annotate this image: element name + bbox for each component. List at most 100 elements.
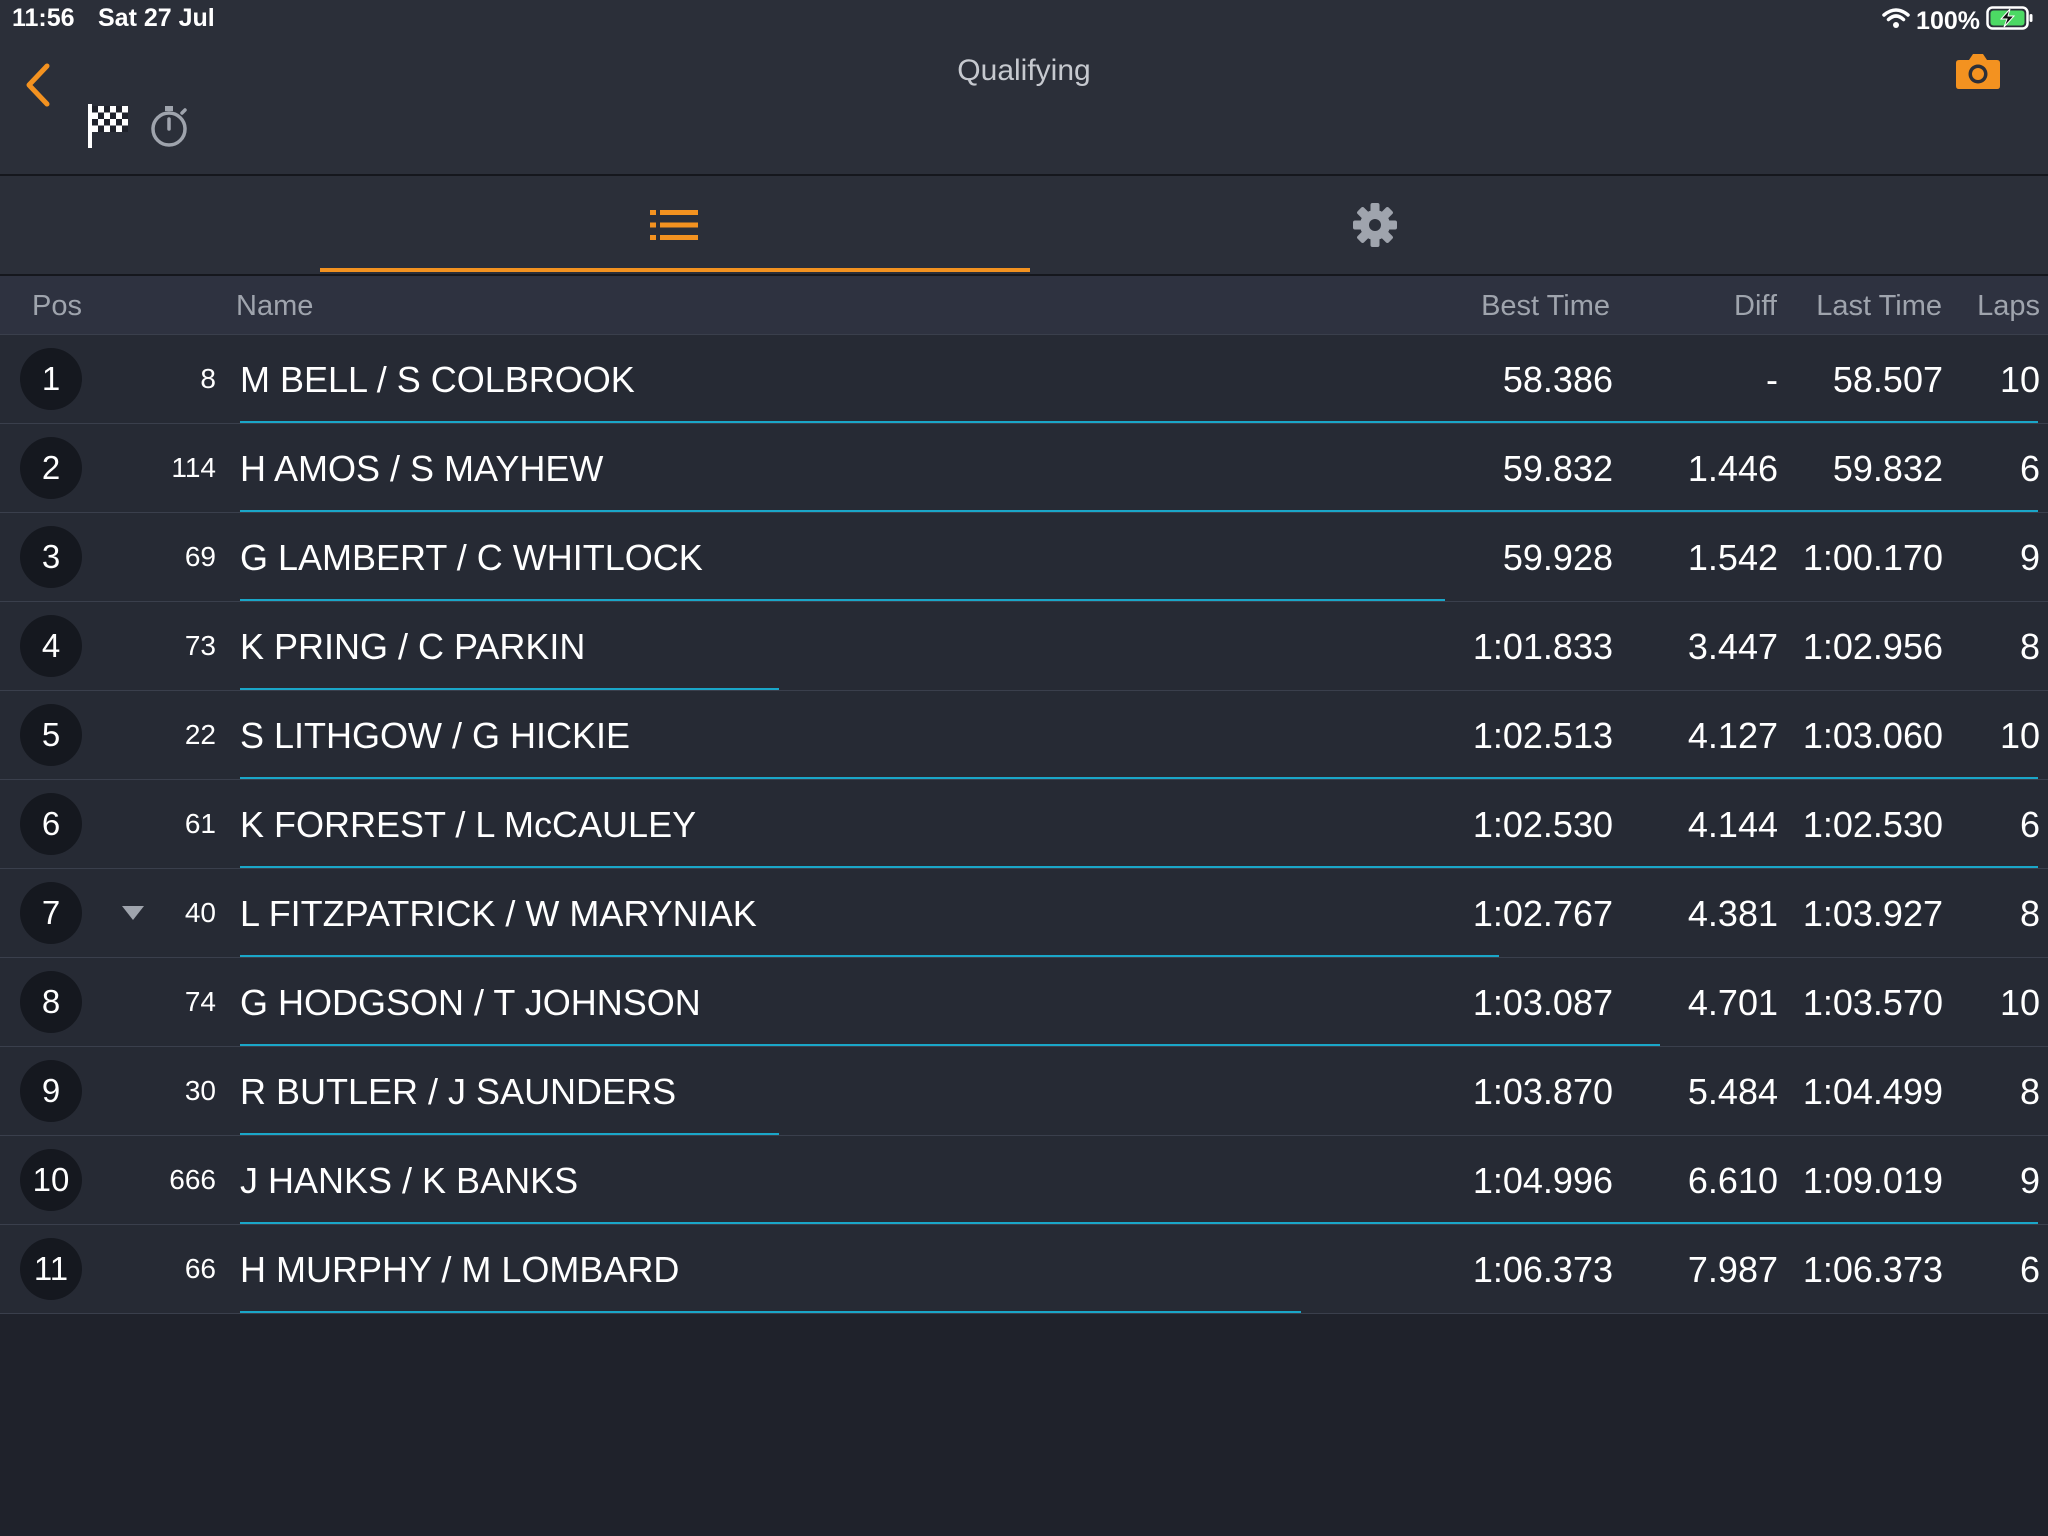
diff-cell: -: [1766, 359, 1778, 400]
column-header-pos[interactable]: Pos: [32, 290, 82, 322]
status-right: 100%: [1882, 4, 2034, 38]
lap-progress-bar: [240, 421, 2038, 423]
table-row[interactable]: 1 8 M BELL / S COLBROOK 58.386 - 58.507 10: [0, 335, 2048, 424]
table-row[interactable]: 8 74 G HODGSON / T JOHNSON 1:03.087 4.701 1:0…: [0, 958, 2048, 1047]
driver-names: L FITZPATRICK / W MARYNIAK: [240, 893, 757, 934]
table-row[interactable]: 10 666 J HANKS / K BANKS 1:04.996 6.610 1:09.…: [0, 1136, 2048, 1225]
driver-names: M BELL / S COLBROOK: [240, 359, 635, 400]
lap-progress-bar: [240, 510, 2038, 512]
laps-cell: 8: [2019, 893, 2040, 934]
camera-icon: [1956, 54, 2000, 89]
car-number: 114: [171, 452, 216, 483]
position-badge: 3: [20, 526, 82, 588]
tab-settings[interactable]: [1030, 176, 1720, 274]
camera-button[interactable]: [1955, 52, 2001, 95]
diff-cell: 3.447: [1687, 626, 1778, 667]
table-header: Pos Name Best Time Diff Last Time Laps: [0, 276, 2048, 335]
last-time-cell: 58.507: [1832, 359, 1943, 400]
position-badge: 11: [20, 1238, 82, 1300]
driver-names: K PRING / C PARKIN: [240, 626, 586, 667]
trend-down-icon: [122, 906, 144, 920]
car-number: 74: [184, 986, 216, 1017]
top-bar: 11:56 Sat 27 Jul 100% Qualifying: [0, 0, 2048, 176]
lap-progress-bar: [240, 1222, 2038, 1224]
table-row[interactable]: 9 30 R BUTLER / J SAUNDERS 1:03.870 5.484 1:0…: [0, 1047, 2048, 1136]
diff-cell: 4.701: [1687, 982, 1778, 1023]
diff-cell: 1.446: [1687, 448, 1778, 489]
lap-progress-bar: [240, 955, 1499, 957]
column-header-diff[interactable]: Diff: [1734, 290, 1777, 322]
stopwatch-icon[interactable]: [148, 104, 190, 153]
last-time-cell: 1:04.499: [1802, 1071, 1943, 1112]
laps-cell: 10: [1999, 359, 2040, 400]
laps-cell: 6: [2019, 804, 2040, 845]
table-row[interactable]: 5 22 S LITHGOW / G HICKIE 1:02.513 4.127 1:03…: [0, 691, 2048, 780]
lap-progress-bar: [240, 599, 1445, 601]
diff-cell: 7.987: [1687, 1249, 1778, 1290]
diff-cell: 4.127: [1687, 715, 1778, 756]
lap-progress-bar: [240, 1133, 779, 1135]
last-time-cell: 1:03.570: [1802, 982, 1943, 1023]
tab-list[interactable]: [320, 176, 1030, 274]
last-time-cell: 1:00.170: [1802, 537, 1943, 578]
best-time-cell: 1:01.833: [1472, 626, 1613, 667]
back-chevron-icon: [26, 63, 50, 107]
laps-cell: 9: [2019, 1160, 2040, 1201]
active-tab-indicator: [320, 268, 1030, 272]
table-row[interactable]: 4 73 K PRING / C PARKIN 1:01.833 3.447 1:02.9…: [0, 602, 2048, 691]
last-time-cell: 1:03.927: [1802, 893, 1943, 934]
laps-cell: 9: [2019, 537, 2040, 578]
column-header-laps[interactable]: Laps: [1977, 290, 2040, 322]
laps-cell: 10: [1999, 715, 2040, 756]
position-badge: 8: [20, 971, 82, 1033]
column-header-last-time[interactable]: Last Time: [1816, 290, 1942, 322]
last-time-cell: 1:06.373: [1802, 1249, 1943, 1290]
checkered-flag-icon[interactable]: [86, 102, 132, 155]
status-date: Sat 27 Jul: [98, 4, 215, 32]
diff-cell: 1.542: [1687, 537, 1778, 578]
best-time-cell: 1:02.530: [1472, 804, 1613, 845]
car-number: 66: [184, 1253, 216, 1284]
position-badge: 5: [20, 704, 82, 766]
list-icon: [650, 210, 698, 240]
position-badge: 2: [20, 437, 82, 499]
table-row[interactable]: 7 40 L FITZPATRICK / W MARYNIAK 1:02.767 4.3…: [0, 869, 2048, 958]
lap-progress-bar: [240, 1311, 1301, 1313]
laps-cell: 8: [2019, 1071, 2040, 1112]
table-row[interactable]: 3 69 G LAMBERT / C WHITLOCK 59.928 1.542 1:00…: [0, 513, 2048, 602]
tab-bar: [0, 176, 2048, 276]
last-time-cell: 1:02.530: [1802, 804, 1943, 845]
driver-names: G LAMBERT / C WHITLOCK: [240, 537, 703, 578]
position-badge: 9: [20, 1060, 82, 1122]
car-number: 30: [184, 1075, 216, 1106]
best-time-cell: 1:04.996: [1472, 1160, 1613, 1201]
table-row[interactable]: 2 114 H AMOS / S MAYHEW 59.832 1.446 59.832 6: [0, 424, 2048, 513]
best-time-cell: 1:03.087: [1472, 982, 1613, 1023]
best-time-cell: 58.386: [1502, 359, 1613, 400]
car-number: 73: [184, 630, 216, 661]
position-badge: 6: [20, 793, 82, 855]
driver-names: S LITHGOW / G HICKIE: [240, 715, 631, 756]
driver-names: G HODGSON / T JOHNSON: [240, 982, 701, 1023]
table-row[interactable]: 6 61 K FORREST / L McCAULEY 1:02.530 4.144 1:…: [0, 780, 2048, 869]
driver-names: K FORREST / L McCAULEY: [240, 804, 697, 845]
laps-cell: 8: [2019, 626, 2040, 667]
driver-names: R BUTLER / J SAUNDERS: [240, 1071, 677, 1112]
best-time-cell: 1:06.373: [1472, 1249, 1613, 1290]
best-time-cell: 59.928: [1502, 537, 1613, 578]
position-badge: 10: [20, 1149, 82, 1211]
best-time-cell: 59.832: [1502, 448, 1613, 489]
car-number: 666: [169, 1164, 216, 1195]
back-button[interactable]: [18, 60, 58, 110]
car-number: 61: [184, 808, 216, 839]
diff-cell: 5.484: [1687, 1071, 1778, 1112]
page-title: Qualifying: [957, 54, 1091, 87]
driver-names: H MURPHY / M LOMBARD: [240, 1249, 680, 1290]
table-row[interactable]: 11 66 H MURPHY / M LOMBARD 1:06.373 7.987 1:0…: [0, 1225, 2048, 1314]
position-badge: 1: [20, 348, 82, 410]
column-header-name[interactable]: Name: [236, 290, 314, 322]
car-number: 69: [184, 541, 216, 572]
car-number: 40: [184, 897, 216, 928]
column-header-best-time[interactable]: Best Time: [1481, 290, 1610, 322]
